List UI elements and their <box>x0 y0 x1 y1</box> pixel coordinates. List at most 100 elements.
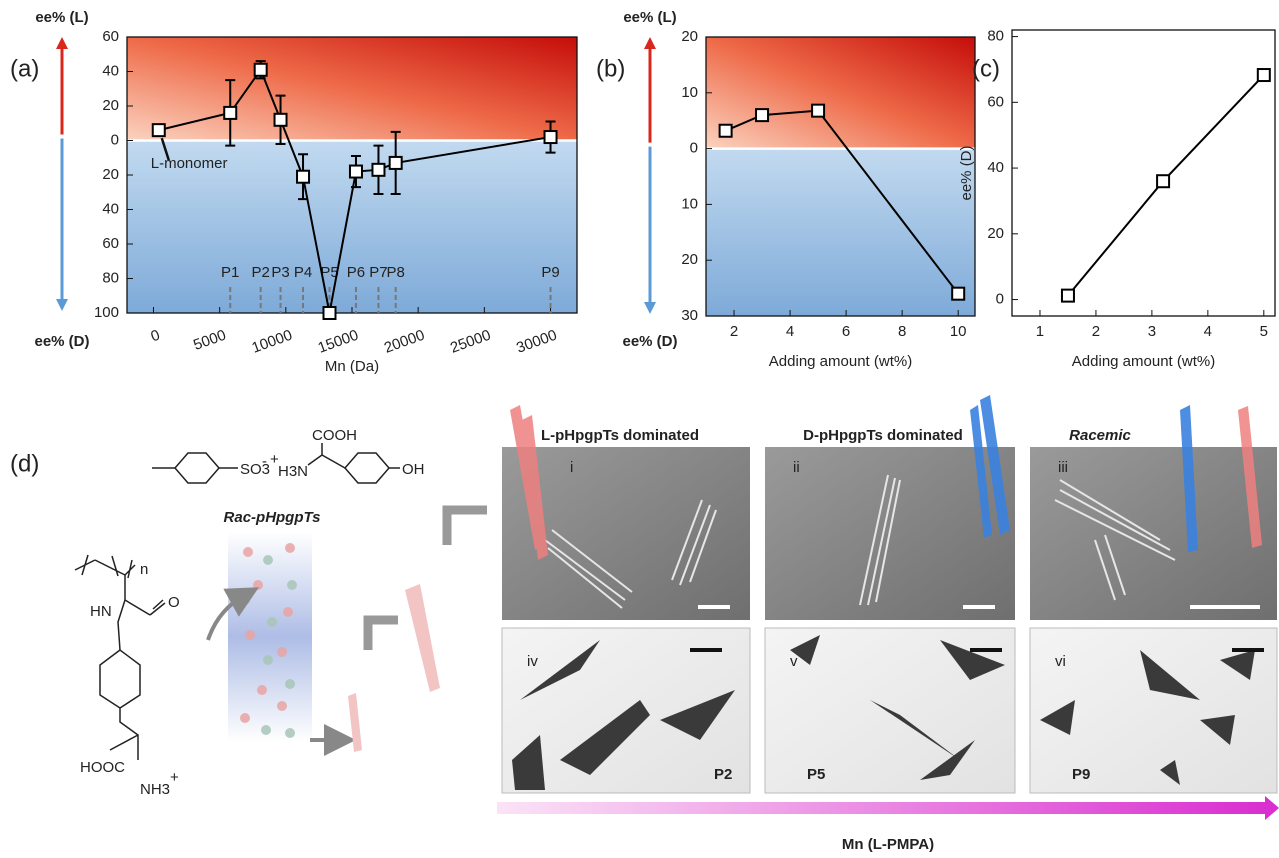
x-tick-label: 10000 <box>250 327 295 357</box>
negative-region <box>706 149 975 316</box>
y-tick-label: 40 <box>102 200 119 217</box>
sample-label: P3 <box>271 264 289 281</box>
chem-label: + <box>170 769 179 786</box>
data-point <box>255 64 267 76</box>
panel-label: (d) <box>10 450 39 477</box>
sample-label: P9 <box>541 264 559 281</box>
image-title: L-pHpgpTs dominated <box>541 427 699 444</box>
x-tick-label: 30000 <box>514 327 559 357</box>
sample-label: P7 <box>369 264 387 281</box>
y-label: ee% (D) <box>958 145 975 200</box>
arrow-head <box>644 37 656 49</box>
chem-label: n <box>140 561 148 578</box>
x-tick-label: 4 <box>1204 323 1212 340</box>
x-tick-label: 25000 <box>448 327 493 357</box>
y-tick-label: 0 <box>111 131 119 148</box>
arrow-head <box>644 302 656 314</box>
data-point <box>756 109 768 121</box>
panel-label: (a) <box>10 55 39 82</box>
x-label: Adding amount (wt%) <box>769 353 912 370</box>
data-point <box>324 307 336 319</box>
x-tick-label: 0 <box>149 327 163 346</box>
data-point <box>350 166 362 178</box>
chem-label: - <box>262 453 267 470</box>
image-title: Racemic <box>1069 427 1131 444</box>
plot-frame <box>1012 30 1275 316</box>
image-label: i <box>570 459 573 476</box>
y-tick-label: 20 <box>681 28 698 45</box>
x-label: Adding amount (wt%) <box>1072 353 1215 370</box>
x-tick-label: 2 <box>1092 323 1100 340</box>
chem-label: OH <box>402 461 425 478</box>
panel-label: (b) <box>596 55 625 82</box>
chem-label: COOH <box>312 427 357 444</box>
data-point <box>545 131 557 143</box>
y-tick-label: 80 <box>987 28 1004 45</box>
image-label: ii <box>793 459 800 476</box>
x-tick-label: 8 <box>898 323 906 340</box>
y-label-bottom: ee% (D) <box>34 333 89 350</box>
image-label: iii <box>1058 459 1068 476</box>
x-tick-label: 15000 <box>316 327 361 357</box>
y-tick-label: 100 <box>94 304 119 321</box>
image-label: v <box>790 653 798 670</box>
data-point <box>153 124 165 136</box>
y-label-top: ee% (L) <box>623 9 676 26</box>
x-tick-label: 3 <box>1148 323 1156 340</box>
chem-label: O <box>168 594 180 611</box>
data-point <box>224 107 236 119</box>
arrow-head <box>56 299 68 311</box>
y-tick-label: 60 <box>102 235 119 252</box>
y-tick-label: 60 <box>987 93 1004 110</box>
panel-label: (c) <box>972 55 1000 82</box>
x-tick-label: 6 <box>842 323 850 340</box>
data-point <box>720 125 732 137</box>
positive-region <box>127 37 577 141</box>
x-tick-label: 2 <box>730 323 738 340</box>
x-tick-label: 5000 <box>191 327 228 354</box>
y-label-bottom: ee% (D) <box>622 333 677 350</box>
chem-label: NH3 <box>140 781 170 798</box>
x-tick-label: 10 <box>950 323 967 340</box>
column-label: Rac-pHpgpTs <box>224 509 321 526</box>
sample-label: P2 <box>714 766 732 783</box>
x-tick-label: 5 <box>1260 323 1268 340</box>
gradient-label: Mn (L-PMPA) <box>842 836 934 853</box>
y-tick-label: 40 <box>987 159 1004 176</box>
positive-region <box>706 37 975 149</box>
data-point <box>275 114 287 126</box>
data-point <box>1062 290 1074 302</box>
sample-label: P8 <box>386 264 404 281</box>
image-label: iv <box>527 653 538 670</box>
data-point <box>390 157 402 169</box>
chart: ee% (L) ee% (D) 100 80 60 40 20 0 20 40 60 0 5000 100… <box>10 9 577 375</box>
arrow-head <box>56 37 68 49</box>
x-tick-label: 1 <box>1036 323 1044 340</box>
image-label: vi <box>1055 653 1066 670</box>
data-point <box>952 288 964 300</box>
figure: ee% (L)ee% (D)10080604020020406005000100… <box>0 0 1279 858</box>
y-tick-label: 60 <box>102 28 119 45</box>
chem-label: HN <box>90 603 112 620</box>
y-tick-label: 20 <box>102 97 119 114</box>
y-tick-label: 0 <box>690 140 698 157</box>
chem-label: HOOC <box>80 759 125 776</box>
x-label: Mn (Da) <box>325 358 379 375</box>
y-tick-label: 40 <box>102 62 119 79</box>
y-tick-label: 10 <box>681 84 698 101</box>
y-tick-label: 20 <box>987 225 1004 242</box>
y-label-top: ee% (L) <box>35 9 88 26</box>
y-tick-label: 20 <box>681 251 698 268</box>
data-point <box>372 164 384 176</box>
data-point <box>1258 69 1270 81</box>
data-point <box>812 105 824 117</box>
sample-label: P2 <box>251 264 269 281</box>
y-tick-label: 20 <box>102 166 119 183</box>
y-tick-label: 80 <box>102 269 119 286</box>
y-tick-label: 30 <box>681 307 698 324</box>
y-tick-label: 10 <box>681 195 698 212</box>
sample-label: P6 <box>347 264 365 281</box>
sample-label: P9 <box>1072 766 1090 783</box>
